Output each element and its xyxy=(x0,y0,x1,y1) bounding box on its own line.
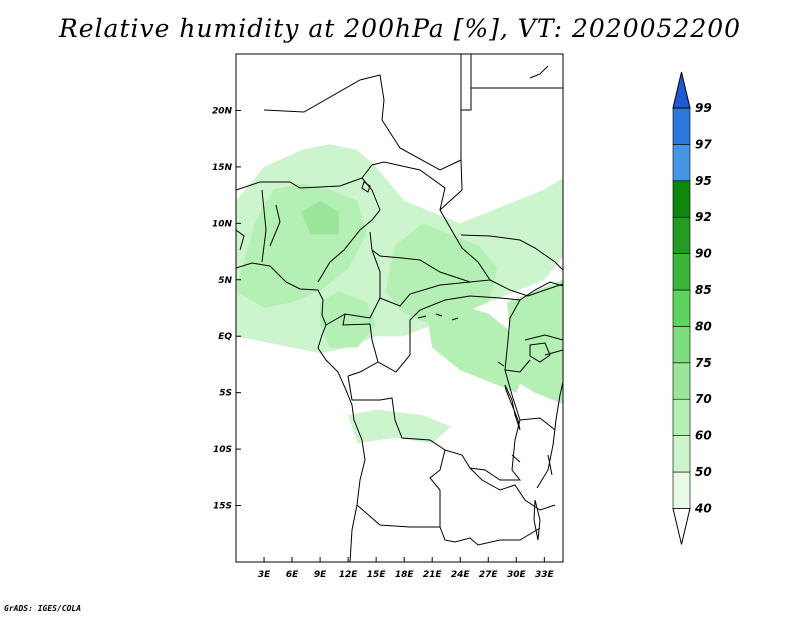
x-axis: 3E 6E 9E 12E 15E 18E 21E 24E 27E 30E 33E xyxy=(258,557,555,580)
border-zambia xyxy=(439,467,556,527)
rh-region-horn-high xyxy=(301,200,339,235)
humidity-field xyxy=(236,144,563,444)
colorbar-label: 60 xyxy=(695,429,712,443)
colorbar-label: 92 xyxy=(695,210,712,224)
red-sea-coast xyxy=(471,65,563,89)
y-axis: 20N 15N 10N 5N EQ 5S 10S 15S xyxy=(212,106,241,512)
country-borders xyxy=(236,54,563,562)
colorbar-segment xyxy=(672,362,691,400)
rh-region-cameroon-gabon xyxy=(320,291,377,348)
coastline-west xyxy=(236,262,366,562)
border-chad xyxy=(361,161,491,283)
colorbar-segment xyxy=(672,180,691,218)
colorbar-label: 40 xyxy=(694,501,712,515)
y-tick-label: 10S xyxy=(213,445,232,455)
border-drc-east xyxy=(429,299,522,491)
x-tick-label: 12E xyxy=(339,570,359,580)
x-tick-label: 6E xyxy=(286,570,299,580)
colorbar-segment xyxy=(672,144,691,182)
x-tick-label: 27E xyxy=(479,570,499,580)
lake-chad xyxy=(361,181,371,193)
y-tick-label: EQ xyxy=(218,332,232,342)
x-tick-label: 30E xyxy=(507,570,527,580)
colorbar-label: 99 xyxy=(695,101,712,115)
x-tick-label: 3E xyxy=(258,570,271,580)
colorbar-segment xyxy=(672,398,691,436)
x-tick-label: 33E xyxy=(535,570,555,580)
colorbar: 40 50 60 70 75 80 85 90 92 95 97 99 xyxy=(672,71,712,545)
coastline-east xyxy=(536,381,563,489)
rh-region-east-africa xyxy=(506,279,563,404)
colorbar-segment xyxy=(672,107,691,145)
y-tick-label: 5S xyxy=(219,389,232,399)
colorbar-segment-above xyxy=(672,71,691,109)
colorbar-segment xyxy=(672,471,691,509)
x-tick-label: 24E xyxy=(451,570,471,580)
lake-victoria xyxy=(529,342,551,363)
lake-tanganyika xyxy=(504,384,521,431)
border-congo-drc xyxy=(325,295,521,377)
colorbar-segment xyxy=(672,289,691,327)
colorbar-label: 90 xyxy=(695,247,712,261)
colorbar-label: 75 xyxy=(695,356,712,370)
colorbar-segment xyxy=(672,216,691,254)
border-sahara-north xyxy=(236,54,472,171)
y-tick-label: 10N xyxy=(212,219,233,229)
border-sudan xyxy=(439,159,563,297)
colorbar-label: 70 xyxy=(695,392,712,406)
lake-malawi xyxy=(533,499,541,541)
border-angola xyxy=(347,375,541,546)
colorbar-segment xyxy=(672,253,691,291)
x-tick-label: 15E xyxy=(367,570,387,580)
grads-credit: GrADS: IGES/COLA xyxy=(4,604,82,613)
rh-region-central-core xyxy=(385,223,498,325)
colorbar-label: 95 xyxy=(695,174,712,188)
rh-region-congo-basin xyxy=(422,291,526,393)
colorbar-label: 50 xyxy=(695,465,712,479)
lakes-congo xyxy=(417,313,553,476)
x-tick-label: 21E xyxy=(423,570,443,580)
x-tick-label: 9E xyxy=(314,570,327,580)
colorbar-label: 97 xyxy=(695,137,712,151)
colorbar-label: 80 xyxy=(695,319,712,333)
colorbar-segment xyxy=(672,326,691,364)
x-tick-label: 18E xyxy=(395,570,415,580)
colorbar-segment-below xyxy=(672,507,691,545)
rh-region-angola-patch xyxy=(348,409,451,444)
map-frame xyxy=(235,53,564,563)
y-tick-label: 5N xyxy=(218,276,232,286)
map-title: Relative humidity at 200hPa [%], VT: 202… xyxy=(58,14,742,43)
y-tick-label: 15N xyxy=(212,163,233,173)
border-car xyxy=(371,249,471,307)
border-east-lakes xyxy=(504,281,563,431)
y-tick-label: 15S xyxy=(213,502,232,512)
colorbar-segment xyxy=(672,435,691,473)
border-west-africa xyxy=(236,177,381,283)
colorbar-label: 85 xyxy=(695,283,712,297)
y-tick-label: 20N xyxy=(212,106,233,116)
